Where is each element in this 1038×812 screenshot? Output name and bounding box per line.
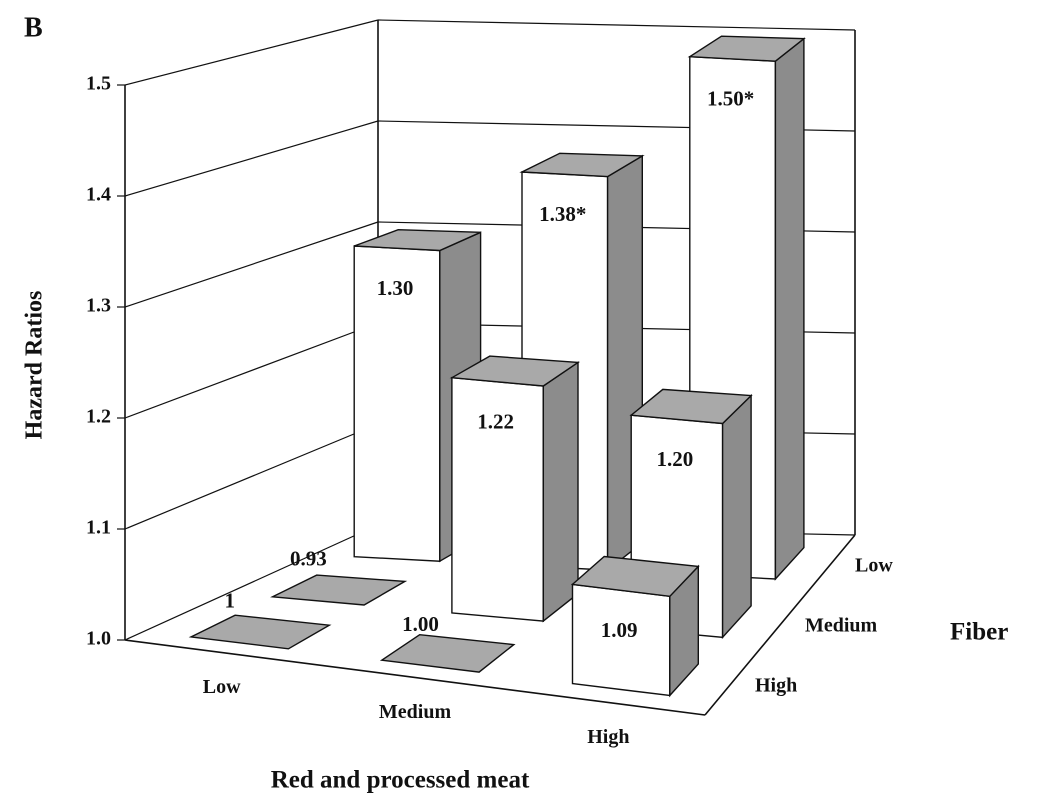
bar-side bbox=[721, 393, 752, 640]
depth-axis-title: Fiber bbox=[950, 619, 1008, 646]
legend-label: Low bbox=[855, 555, 893, 577]
bar-top bbox=[570, 555, 700, 598]
bar bbox=[188, 614, 332, 650]
value-label: 0.93 bbox=[290, 547, 327, 571]
bar-top bbox=[379, 633, 516, 673]
bar bbox=[270, 574, 408, 606]
y-tick-label: 1.0 bbox=[86, 628, 111, 650]
value-label: 1 bbox=[224, 589, 235, 613]
grid-line bbox=[124, 322, 379, 419]
bar-top bbox=[270, 574, 408, 606]
x-tick-label: Low bbox=[203, 676, 241, 698]
bar-side bbox=[774, 37, 805, 581]
axis-frame bbox=[704, 534, 856, 716]
value-label: 1.30 bbox=[377, 276, 414, 300]
legend-label: High bbox=[755, 675, 797, 697]
bar-top bbox=[519, 152, 645, 178]
bar-top bbox=[353, 228, 481, 252]
value-label: 1.00 bbox=[402, 612, 439, 636]
grid-line bbox=[124, 524, 379, 641]
grid-line bbox=[124, 120, 379, 197]
x-tick-label: High bbox=[587, 726, 629, 748]
panel-label: B bbox=[24, 12, 43, 43]
bar bbox=[379, 633, 516, 673]
value-label: 1.22 bbox=[477, 410, 514, 434]
y-tick-label: 1.5 bbox=[86, 73, 111, 95]
y-tick-label: 1.1 bbox=[86, 517, 111, 539]
bar bbox=[687, 35, 806, 581]
legend-label: Medium bbox=[805, 615, 878, 637]
bar bbox=[570, 555, 700, 698]
grid-line bbox=[124, 221, 379, 308]
value-label: 1.38* bbox=[539, 202, 586, 226]
x-tick-label: Medium bbox=[379, 701, 452, 723]
y-tick-label: 1.4 bbox=[86, 184, 111, 206]
y-tick-label: 1.3 bbox=[86, 295, 111, 317]
bar-top bbox=[449, 355, 581, 387]
value-label: 1.20 bbox=[656, 447, 693, 471]
bar-top bbox=[687, 35, 806, 62]
grid-line bbox=[124, 423, 379, 530]
value-label: 1.09 bbox=[601, 618, 638, 642]
axis-frame bbox=[124, 639, 706, 716]
bar-side bbox=[542, 361, 579, 623]
x-axis-title: Red and processed meat bbox=[271, 767, 530, 794]
bar-top bbox=[629, 388, 753, 425]
value-label: 1.50* bbox=[707, 87, 754, 111]
bar bbox=[449, 355, 581, 623]
bar-top bbox=[188, 614, 332, 650]
y-tick-label: 1.2 bbox=[86, 406, 111, 428]
y-axis-title: Hazard Ratios bbox=[22, 291, 48, 440]
grid-line bbox=[124, 19, 379, 86]
grid-line bbox=[377, 19, 856, 31]
